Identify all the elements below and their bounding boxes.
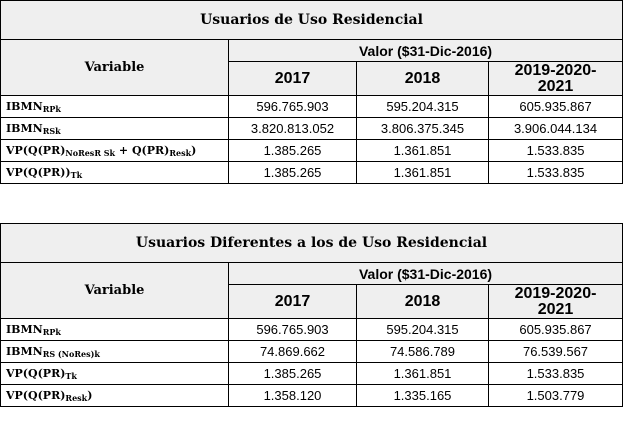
year-header: 2018 — [356, 284, 489, 319]
variable-header: Variable — [0, 262, 229, 319]
value-cell: 1.361.851 — [356, 161, 489, 184]
label-main: VP(Q(PR) — [6, 143, 66, 157]
table-row: IBMNRS (NoRes)k 74.869.662 74.586.789 76… — [0, 340, 624, 363]
year-header: 2019-2020-2021 — [487, 284, 624, 319]
table-row: IBMNRPk 596.765.903 595.204.315 605.935.… — [0, 318, 624, 341]
label-tail: + Q(PR) — [115, 143, 170, 157]
value-cell: 76.539.567 — [487, 340, 624, 363]
row-label: IBMNRPk — [0, 95, 229, 118]
year-header-text: 2019-2020-2021 — [514, 61, 597, 95]
value-cell: 1.503.779 — [487, 384, 624, 407]
year-header-text: 2019-2020-2021 — [514, 284, 597, 318]
value-cell: 1.533.835 — [487, 362, 624, 385]
year-header: 2017 — [228, 61, 357, 96]
label-main: VP(Q(PR)) — [6, 165, 71, 179]
label-sub: Resk — [65, 392, 88, 403]
row-label: IBMNRSk — [0, 117, 229, 140]
value-cell: 1.361.851 — [356, 139, 489, 162]
row-label: IBMNRS (NoRes)k — [0, 340, 229, 363]
row-label: IBMNRPk — [0, 318, 229, 341]
label-main: VP(Q(PR) — [6, 366, 66, 380]
row-label: VP(Q(PR)NoResR Sk + Q(PR)Resk) — [0, 139, 229, 162]
table-row: VP(Q(PR))Tk 1.385.265 1.361.851 1.533.83… — [0, 161, 624, 184]
table-title: Usuarios de Uso Residencial — [0, 0, 624, 40]
label-sub: RSk — [42, 125, 61, 136]
label-main: IBMN — [6, 121, 43, 135]
value-cell: 605.935.867 — [487, 318, 624, 341]
value-cell: 1.361.851 — [356, 362, 489, 385]
label-sub: RS (NoRes)k — [42, 348, 100, 359]
label-sub: Tk — [65, 370, 77, 381]
table-row: VP(Q(PR)Resk) 1.358.120 1.335.165 1.503.… — [0, 384, 624, 407]
value-cell: 3.820.813.052 — [228, 117, 357, 140]
table-row: VP(Q(PR)NoResR Sk + Q(PR)Resk) 1.385.265… — [0, 139, 624, 162]
variable-header: Variable — [0, 39, 229, 96]
label-sub: RPk — [42, 326, 61, 337]
label-main: IBMN — [6, 322, 43, 336]
value-cell: 605.935.867 — [487, 95, 624, 118]
year-header: 2017 — [228, 284, 357, 319]
value-cell: 74.586.789 — [356, 340, 489, 363]
label-main: IBMN — [6, 344, 43, 358]
residential-users-table: Usuarios de Uso Residencial Variable Val… — [0, 0, 624, 184]
non-residential-users-table: Usuarios Diferentes a los de Uso Residen… — [0, 223, 624, 407]
value-cell: 1.358.120 — [228, 384, 357, 407]
value-cell: 1.335.165 — [356, 384, 489, 407]
value-cell: 3.906.044.134 — [487, 117, 624, 140]
label-tail: ) — [87, 388, 93, 402]
label-main: IBMN — [6, 99, 43, 113]
value-cell: 595.204.315 — [356, 95, 489, 118]
table-title: Usuarios Diferentes a los de Uso Residen… — [0, 223, 624, 263]
value-cell: 1.385.265 — [228, 139, 357, 162]
table-row: IBMNRPk 596.765.903 595.204.315 605.935.… — [0, 95, 624, 118]
value-cell: 595.204.315 — [356, 318, 489, 341]
label-main: VP(Q(PR) — [6, 388, 66, 402]
value-cell: 1.533.835 — [487, 139, 624, 162]
value-cell: 596.765.903 — [228, 95, 357, 118]
value-cell: 1.533.835 — [487, 161, 624, 184]
year-header: 2019-2020-2021 — [487, 61, 624, 96]
value-cell: 1.385.265 — [228, 362, 357, 385]
label-end: ) — [191, 143, 197, 157]
value-cell: 596.765.903 — [228, 318, 357, 341]
value-cell: 1.385.265 — [228, 161, 357, 184]
table-row: IBMNRSk 3.820.813.052 3.806.375.345 3.90… — [0, 117, 624, 140]
year-header: 2018 — [356, 61, 489, 96]
value-cell: 3.806.375.345 — [356, 117, 489, 140]
label-sub: RPk — [42, 103, 61, 114]
label-sub: NoResR Sk — [65, 147, 116, 158]
label-sub: Tk — [70, 169, 83, 180]
row-label: VP(Q(PR))Tk — [0, 161, 229, 184]
table-row: VP(Q(PR)Tk 1.385.265 1.361.851 1.533.835 — [0, 362, 624, 385]
label-sub2: Resk — [169, 147, 192, 158]
value-cell: 74.869.662 — [228, 340, 357, 363]
row-label: VP(Q(PR)Resk) — [0, 384, 229, 407]
row-label: VP(Q(PR)Tk — [0, 362, 229, 385]
value-header: Valor ($31-Dic-2016) — [227, 39, 624, 62]
value-header: Valor ($31-Dic-2016) — [227, 262, 624, 285]
